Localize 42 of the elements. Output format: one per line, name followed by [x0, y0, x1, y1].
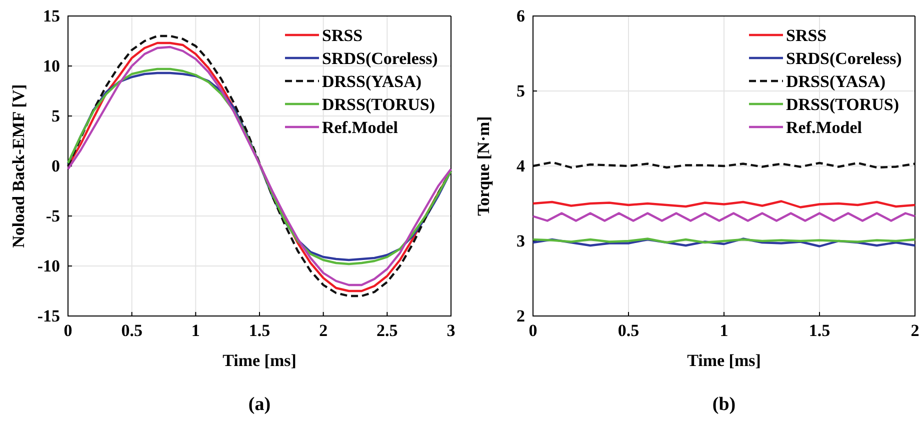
y-tick-label: 0 — [52, 156, 60, 176]
x-tick-label: 1 — [720, 321, 728, 340]
x-tick-label: 1.5 — [248, 321, 270, 340]
x-tick-label: 3 — [446, 321, 456, 340]
legend-label: SRDS(Coreless) — [322, 49, 438, 68]
y-tick-label: 6 — [516, 6, 525, 26]
legend-label: SRSS — [786, 26, 827, 45]
legend-label: SRSS — [322, 26, 363, 45]
legend-label: Ref.Model — [786, 118, 862, 137]
y-tick-label: 2 — [516, 306, 525, 326]
y-tick-label: 10 — [43, 56, 60, 76]
x-tick-label: 0.5 — [618, 321, 640, 340]
legend-label: DRSS(YASA) — [786, 72, 886, 91]
x-tick-label: 0 — [64, 321, 72, 340]
x-tick-label: 1.5 — [808, 321, 830, 340]
y-tick-label: 5 — [516, 81, 525, 100]
x-tick-label: 2.5 — [376, 321, 398, 340]
y-tick-label: -10 — [37, 256, 60, 276]
y-tick-label: 5 — [52, 106, 60, 126]
x-axis-title: Time [ms] — [222, 351, 296, 370]
y-axis-title: Noload Back-EMF [V] — [9, 84, 28, 248]
line-series — [532, 238, 916, 248]
legend-label: Ref.Model — [322, 118, 398, 137]
legend-label: DRSS(TORUS) — [322, 95, 436, 114]
x-tick-label: 2 — [319, 321, 328, 340]
x-tick-label: 0.5 — [121, 321, 142, 340]
x-axis-title: Time [ms] — [687, 351, 761, 370]
text: (a) — [248, 394, 271, 415]
x-tick-label: 2 — [910, 321, 919, 340]
x-tick-label: 1 — [191, 321, 200, 340]
y-tick-label: -15 — [37, 306, 60, 326]
y-tick-label: -5 — [46, 206, 60, 226]
x-tick-label: 0 — [528, 321, 538, 340]
line-series — [532, 200, 916, 208]
y-tick-label: 3 — [516, 231, 525, 250]
legend-label: DRSS(YASA) — [322, 72, 422, 91]
y-axis-title: Torque [N·m] — [474, 116, 493, 216]
y-tick-label: 15 — [43, 6, 60, 26]
text: (b) — [712, 394, 736, 415]
y-tick-label: 4 — [516, 156, 526, 176]
legend-label: DRSS(TORUS) — [786, 95, 900, 114]
legend-label: SRDS(Coreless) — [786, 49, 902, 68]
